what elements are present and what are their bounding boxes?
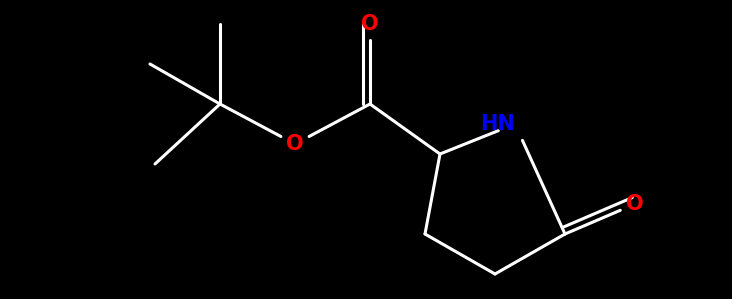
Text: O: O (626, 194, 644, 214)
Text: O: O (286, 134, 304, 154)
Text: O: O (361, 14, 379, 34)
Text: HN: HN (480, 114, 515, 134)
